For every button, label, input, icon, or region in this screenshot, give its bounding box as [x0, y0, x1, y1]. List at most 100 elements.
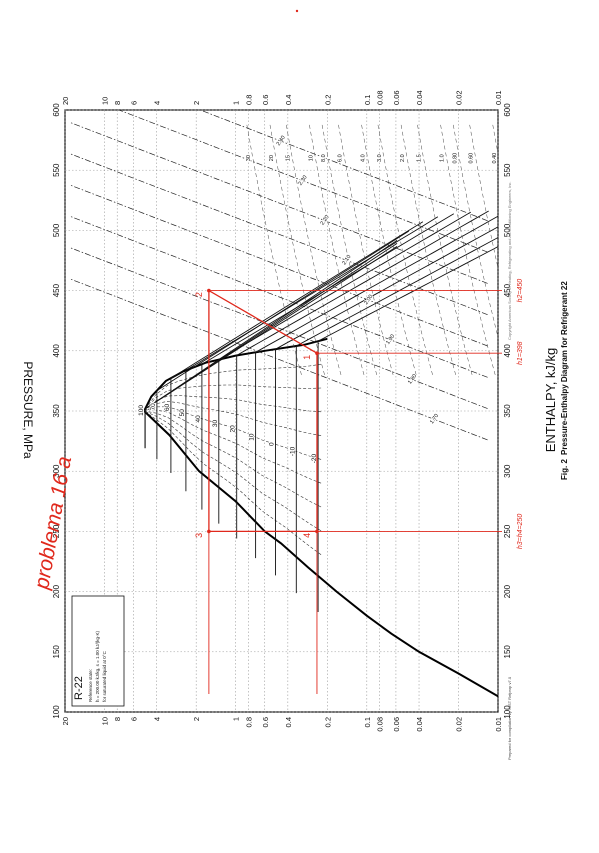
isotherm-label: 10 — [249, 433, 256, 441]
isotherm-line — [236, 210, 489, 539]
x-tick-label-left: 400 — [52, 344, 61, 358]
y-tick-label-bottom: 6 — [130, 717, 139, 721]
y-tick-label-bottom: 0.02 — [455, 717, 464, 732]
x-axis-label: ENTHALPY, kJ/kg — [543, 348, 558, 453]
x-tick-label-right: 300 — [503, 464, 512, 478]
source-note: Prepared for compilation by NIST Refprop… — [507, 676, 512, 760]
isotherm-label: 30 — [212, 420, 219, 428]
y-tick-label-bottom: 2 — [192, 717, 201, 721]
x-tick-label-right: 250 — [503, 524, 512, 538]
cycle-point-label: 3 — [194, 533, 204, 538]
density-label: 15 — [285, 155, 291, 161]
y-tick-label-bottom: 0.01 — [494, 717, 503, 732]
quality-line — [144, 410, 322, 508]
y-tick-label-bottom: 0.06 — [392, 717, 401, 732]
density-label: 2.0 — [400, 154, 406, 162]
x-tick-label-right: 100 — [503, 705, 512, 719]
x-tick-label-right: 400 — [503, 344, 512, 358]
entropy-line — [70, 278, 488, 441]
y-tick-label-bottom: 1 — [232, 717, 241, 721]
entropy-line — [70, 247, 488, 409]
isotherm-line — [275, 226, 498, 576]
cycle-enthalpy-annotation: h3=h4=250 — [517, 514, 524, 550]
figure-label: Fig. 2 — [560, 459, 569, 480]
x-tick-label-right: 350 — [503, 404, 512, 418]
isotherm-label: 70 — [150, 403, 157, 411]
quality-line — [144, 406, 322, 460]
entropy-line — [70, 216, 488, 378]
x-tick-label-left: 300 — [52, 464, 61, 478]
cycle-enthalpy-annotation: h2=450 — [517, 279, 524, 303]
chart-lines — [70, 110, 498, 698]
legend-box: R-22 Reference state: h = 200.00 kJ/kg, … — [71, 595, 125, 707]
x-tick-label-left: 550 — [52, 163, 61, 177]
isotherm-label: 60 — [164, 404, 171, 412]
y-tick-label-top: 0.02 — [455, 90, 464, 105]
y-axis-label: PRESSURE, MPa — [21, 361, 35, 459]
y-tick-label-top: 8 — [113, 101, 122, 105]
y-tick-label-top: 1 — [232, 101, 241, 105]
x-tick-label-left: 150 — [52, 645, 61, 659]
x-tick-label-left: 450 — [52, 283, 61, 297]
density-line — [321, 124, 378, 375]
density-label: 1.5 — [417, 154, 423, 162]
x-tick-label-right: 150 — [503, 645, 512, 659]
y-tick-label-bottom: 20 — [61, 717, 70, 725]
y-tick-label-bottom: 0.8 — [244, 717, 253, 727]
refrigerant-name: R-22 — [73, 676, 85, 700]
y-tick-label-top: 0.04 — [415, 90, 424, 105]
density-label: 8.0 — [321, 154, 327, 162]
y-tick-label-bottom: 8 — [113, 717, 122, 721]
x-tick-label-left: 350 — [52, 404, 61, 418]
y-tick-label-top: 6 — [130, 101, 139, 105]
isotherm-line — [295, 237, 498, 594]
quality-line — [143, 400, 322, 436]
y-tick-label-top: 4 — [153, 101, 162, 105]
density-line — [309, 124, 365, 375]
legend-line-1: Reference state: — [88, 669, 93, 702]
quality-line — [143, 410, 322, 555]
isotherm-line — [170, 221, 424, 473]
isotherm-label: 90 — [138, 406, 145, 414]
density-line — [285, 124, 342, 375]
isotherm-label: -10 — [289, 446, 296, 456]
y-tick-label-top: 0.2 — [323, 95, 332, 105]
y-tick-label-bottom: 0.6 — [261, 717, 270, 727]
isotherm-label: 50 — [179, 409, 186, 417]
y-tick-label-top: 2 — [192, 101, 201, 105]
cycle-overlay: 1 2 3 4 h3=h4=250 h1=398 h2=450 — [194, 279, 524, 694]
entropy-line — [199, 110, 488, 222]
entropy-line — [118, 110, 488, 253]
x-tick-label-left: 600 — [52, 103, 61, 117]
density-line — [400, 124, 456, 375]
x-tick-label-left: 500 — [52, 223, 61, 237]
density-line — [417, 124, 473, 375]
y-tick-label-top: 20 — [61, 97, 70, 105]
legend-line-2: h = 200.00 kJ/kg, s = 1.00 kJ/(kg·K) — [95, 630, 100, 702]
density-line — [440, 124, 496, 375]
isotherm-line — [255, 215, 498, 559]
x-tick-label-right: 600 — [503, 103, 512, 117]
curve-labels: -20-1001020304050607080901001.701.801.90… — [137, 134, 498, 464]
y-tick-label-bottom: 4 — [153, 717, 162, 721]
entropy-line — [70, 122, 488, 284]
y-tick-label-bottom: 0.1 — [363, 717, 372, 727]
density-label: 0.40 — [492, 153, 498, 164]
saturation-dome — [142, 337, 498, 698]
cycle-point-label: 4 — [302, 533, 312, 538]
quality-line — [144, 409, 322, 484]
y-tick-label-bottom: 0.04 — [415, 717, 424, 732]
isotherm-label: 40 — [195, 415, 202, 423]
isotherm-label: 0 — [268, 442, 275, 446]
chart-title: Pressure-Enthalpy Diagram for Refrigeran… — [560, 281, 569, 455]
x-tick-label-right: 500 — [503, 223, 512, 237]
isotherm-label: 80 — [138, 406, 145, 414]
x-tick-label-left: 200 — [52, 584, 61, 598]
isotherm-line — [144, 240, 398, 449]
density-label: 10 — [308, 155, 314, 161]
x-tick-label-right: 200 — [503, 584, 512, 598]
isotherm-line — [317, 246, 498, 612]
